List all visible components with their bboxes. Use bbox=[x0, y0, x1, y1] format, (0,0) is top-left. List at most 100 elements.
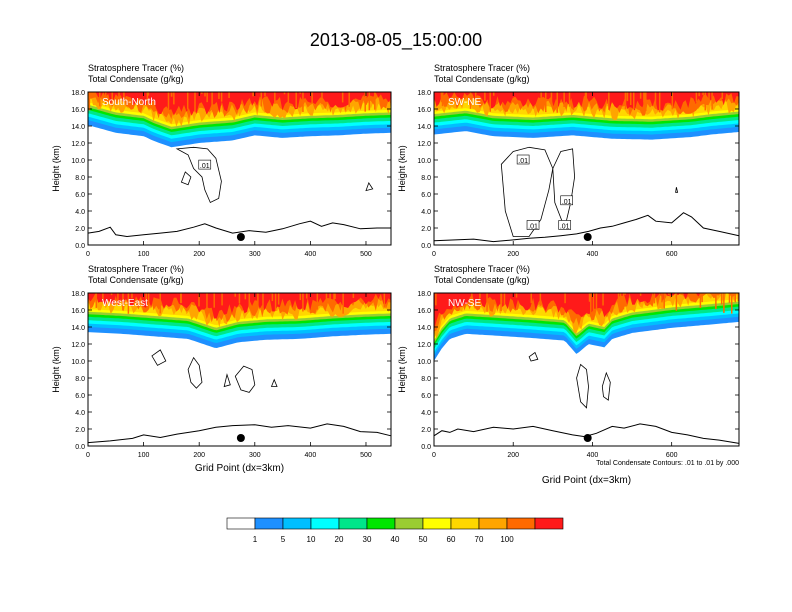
panel-header-tracer: Stratosphere Tracer (%) bbox=[434, 63, 530, 73]
contour-label-text: .01 bbox=[518, 158, 528, 165]
y-tick-label: 16.0 bbox=[417, 107, 431, 114]
y-tick-label: 0.0 bbox=[75, 444, 85, 451]
y-tick-label: 2.0 bbox=[421, 226, 431, 233]
x-tick-label: 300 bbox=[249, 251, 261, 258]
plot-frame bbox=[87, 292, 392, 447]
tracer-fill bbox=[88, 293, 391, 348]
y-tick-label: 6.0 bbox=[75, 393, 85, 400]
panel-header-condensate: Total Condensate (g/kg) bbox=[88, 74, 184, 84]
x-tick-label: 500 bbox=[360, 251, 372, 258]
contour-label: .01 bbox=[558, 220, 572, 230]
colorbar-swatch bbox=[394, 517, 424, 530]
location-marker bbox=[236, 233, 245, 241]
contour-label: .01 bbox=[516, 154, 530, 165]
tracer-band-10 bbox=[434, 293, 739, 332]
plot-frame bbox=[433, 91, 740, 246]
y-tick-label: 8.0 bbox=[421, 175, 431, 182]
colorbar-swatch bbox=[310, 517, 340, 530]
tracer-fill bbox=[88, 92, 391, 148]
x-tick-label: 400 bbox=[305, 452, 317, 459]
y-tick-label: 2.0 bbox=[421, 427, 431, 434]
y-tick-label: 6.0 bbox=[421, 192, 431, 199]
colorbar-swatch bbox=[366, 517, 396, 530]
condensate-contour bbox=[576, 363, 589, 409]
contour-footnote: Total Condensate Contours: .01 to .01 by… bbox=[596, 460, 739, 467]
panel-label: NW-SE bbox=[448, 298, 481, 309]
y-tick-label: 10.0 bbox=[71, 359, 85, 366]
y-tick-label: 0.0 bbox=[75, 243, 85, 250]
x-axis-label: Grid Point (dx=3km) bbox=[195, 463, 284, 474]
contour-label-box bbox=[198, 159, 212, 170]
y-tick-label: 16.0 bbox=[71, 308, 85, 315]
y-tick-label: 0.0 bbox=[421, 243, 431, 250]
condensate-contours bbox=[175, 146, 374, 204]
x-tick-label: 0 bbox=[432, 251, 436, 258]
x-tick-label: 500 bbox=[360, 452, 372, 459]
y-tick-label: 10.0 bbox=[417, 359, 431, 366]
contour-label: .01 bbox=[560, 195, 573, 206]
y-tick-label: 14.0 bbox=[417, 325, 431, 332]
x-tick-label: 200 bbox=[507, 452, 519, 459]
y-tick-label: 12.0 bbox=[71, 342, 85, 349]
condensate-contour bbox=[180, 171, 192, 186]
y-tick-label: 18.0 bbox=[417, 90, 431, 97]
y-tick-label: 14.0 bbox=[71, 124, 85, 131]
panel-header-tracer: Stratosphere Tracer (%) bbox=[434, 264, 530, 274]
tracer-band-11 bbox=[434, 293, 739, 330]
figure-title: 2013-08-05_15:00:00 bbox=[309, 30, 483, 50]
condensate-contour bbox=[175, 146, 222, 204]
colorbar-swatch bbox=[534, 517, 564, 530]
condensate-contour bbox=[187, 356, 203, 389]
y-axis-label: Height (km) bbox=[51, 145, 61, 192]
contour-label: .01 bbox=[198, 159, 212, 170]
colorbar-swatch bbox=[478, 517, 508, 530]
panel-west-east: West-East Stratosphere Tracer (%)Total Co… bbox=[51, 264, 392, 474]
y-axis-label: Height (km) bbox=[51, 346, 61, 393]
x-tick-label: 400 bbox=[587, 251, 599, 258]
location-marker bbox=[236, 434, 245, 442]
x-tick-label: 200 bbox=[507, 251, 519, 258]
condensate-contour bbox=[365, 182, 374, 192]
colorbar-swatch bbox=[254, 517, 284, 530]
y-tick-label: 6.0 bbox=[421, 393, 431, 400]
colorbar-label: 40 bbox=[391, 535, 400, 544]
x-tick-label: 600 bbox=[666, 452, 678, 459]
panel-label: South-North bbox=[102, 97, 156, 108]
contour-label-box bbox=[560, 195, 573, 206]
location-marker bbox=[583, 434, 592, 442]
x-tick-label: 400 bbox=[587, 452, 599, 459]
y-tick-label: 10.0 bbox=[71, 158, 85, 165]
y-tick-label: 4.0 bbox=[75, 209, 85, 216]
x-axis-label: Grid Point (dx=3km) bbox=[542, 475, 631, 486]
colorbar-label: 10 bbox=[307, 535, 316, 544]
colorbar-swatch bbox=[282, 517, 312, 530]
y-tick-label: 14.0 bbox=[417, 124, 431, 131]
condensate-contour bbox=[500, 146, 554, 237]
condensate-contour bbox=[151, 349, 167, 366]
y-tick-label: 4.0 bbox=[421, 209, 431, 216]
contour-label-box bbox=[516, 154, 530, 165]
y-tick-label: 2.0 bbox=[75, 226, 85, 233]
y-tick-label: 8.0 bbox=[75, 376, 85, 383]
condensate-contour bbox=[234, 365, 256, 393]
condensate-contour bbox=[675, 187, 679, 193]
colorbar-label: 1 bbox=[253, 535, 258, 544]
condensate-contour bbox=[270, 378, 278, 387]
x-tick-label: 0 bbox=[86, 452, 90, 459]
y-tick-label: 16.0 bbox=[417, 308, 431, 315]
condensate-contours bbox=[151, 349, 278, 393]
x-tick-label: 100 bbox=[138, 452, 150, 459]
y-tick-label: 10.0 bbox=[417, 158, 431, 165]
y-tick-label: 6.0 bbox=[75, 192, 85, 199]
y-tick-label: 16.0 bbox=[71, 107, 85, 114]
y-tick-label: 12.0 bbox=[417, 342, 431, 349]
condensate-contours bbox=[500, 146, 679, 237]
y-tick-label: 4.0 bbox=[421, 410, 431, 417]
panel-nw-se: NW-SE Stratosphere Tracer (%) Total Conden… bbox=[397, 264, 740, 486]
terrain-line bbox=[87, 423, 392, 444]
y-tick-label: 12.0 bbox=[417, 141, 431, 148]
x-tick-label: 600 bbox=[666, 251, 678, 258]
x-tick-label: 200 bbox=[193, 452, 205, 459]
colorbar-swatch bbox=[338, 517, 368, 530]
